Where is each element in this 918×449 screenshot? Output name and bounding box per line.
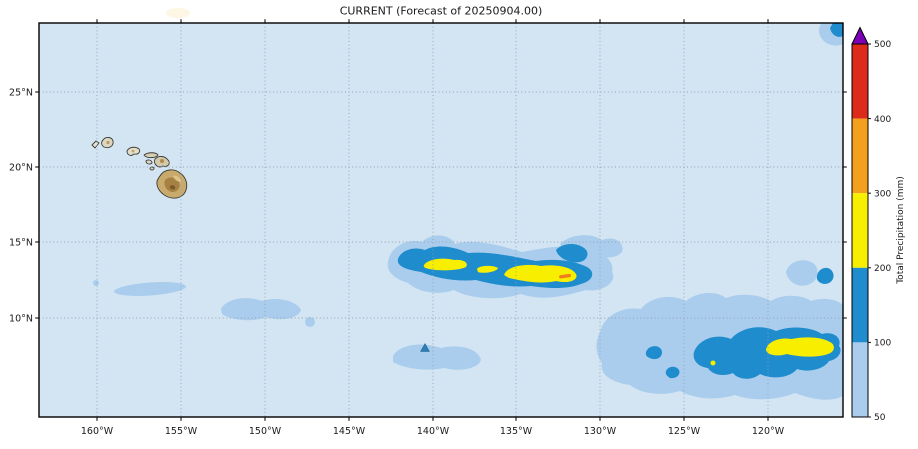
island-kahoolawe	[149, 166, 155, 171]
y-axis-tick-labels: 25°N 20°N 15°N 10°N	[9, 88, 33, 325]
x-tick-label: 145°W	[333, 426, 366, 437]
colorbar-segment-300-400	[852, 118, 868, 194]
axis-tick-marks	[35, 19, 847, 421]
colorbar-segment-400-500	[852, 44, 868, 119]
island-molokai	[143, 152, 159, 159]
x-tick-label: 120°W	[752, 426, 785, 437]
colorbar-ticks	[868, 43, 871, 418]
x-tick-label: 135°W	[500, 426, 533, 437]
graticule-gridlines	[39, 23, 843, 417]
colorbar-segment-200-300	[852, 193, 868, 268]
colorbar-tick-label: 300	[874, 189, 891, 199]
x-axis-tick-labels: 160°W 155°W 150°W 145°W 140°W 135°W 130°…	[81, 426, 785, 437]
colorbar-tick-label: 500	[874, 40, 891, 50]
y-tick-label: 10°N	[9, 314, 33, 325]
page-title: CURRENT (Forecast of 20250904.00)	[340, 5, 543, 18]
precip-200mm-contours	[423, 258, 834, 366]
colorbar-segment-100-200	[852, 267, 868, 343]
faint-smudge	[166, 8, 190, 18]
x-tick-label: 155°W	[165, 426, 198, 437]
colorbar-axis-label: Total Precipitation (mm)	[896, 176, 906, 285]
station-triangle-marker	[420, 342, 430, 352]
island-lanai	[145, 159, 153, 165]
colorbar-over-triangle	[851, 26, 869, 45]
x-tick-label: 160°W	[81, 426, 114, 437]
x-tick-label: 130°W	[584, 426, 617, 437]
colorbar-tick-label: 400	[874, 115, 891, 125]
colorbar-tick-label: 50	[874, 413, 886, 423]
y-tick-label: 20°N	[9, 163, 33, 174]
y-tick-label: 25°N	[9, 88, 33, 99]
y-tick-label: 15°N	[9, 238, 33, 249]
colorbar: 500 400 300 200 100 50 Total Precipitati…	[851, 26, 906, 423]
precip-300mm-contours	[559, 273, 571, 279]
colorbar-tick-label: 100	[874, 339, 891, 349]
x-tick-label: 125°W	[668, 426, 701, 437]
x-tick-label: 150°W	[249, 426, 282, 437]
colorbar-segment-50-100	[852, 342, 868, 417]
colorbar-tick-label: 200	[874, 264, 891, 274]
plot-border	[38, 22, 844, 418]
hawaiian-islands	[91, 137, 188, 199]
x-tick-label: 140°W	[417, 426, 450, 437]
colorbar-outline	[851, 43, 869, 418]
